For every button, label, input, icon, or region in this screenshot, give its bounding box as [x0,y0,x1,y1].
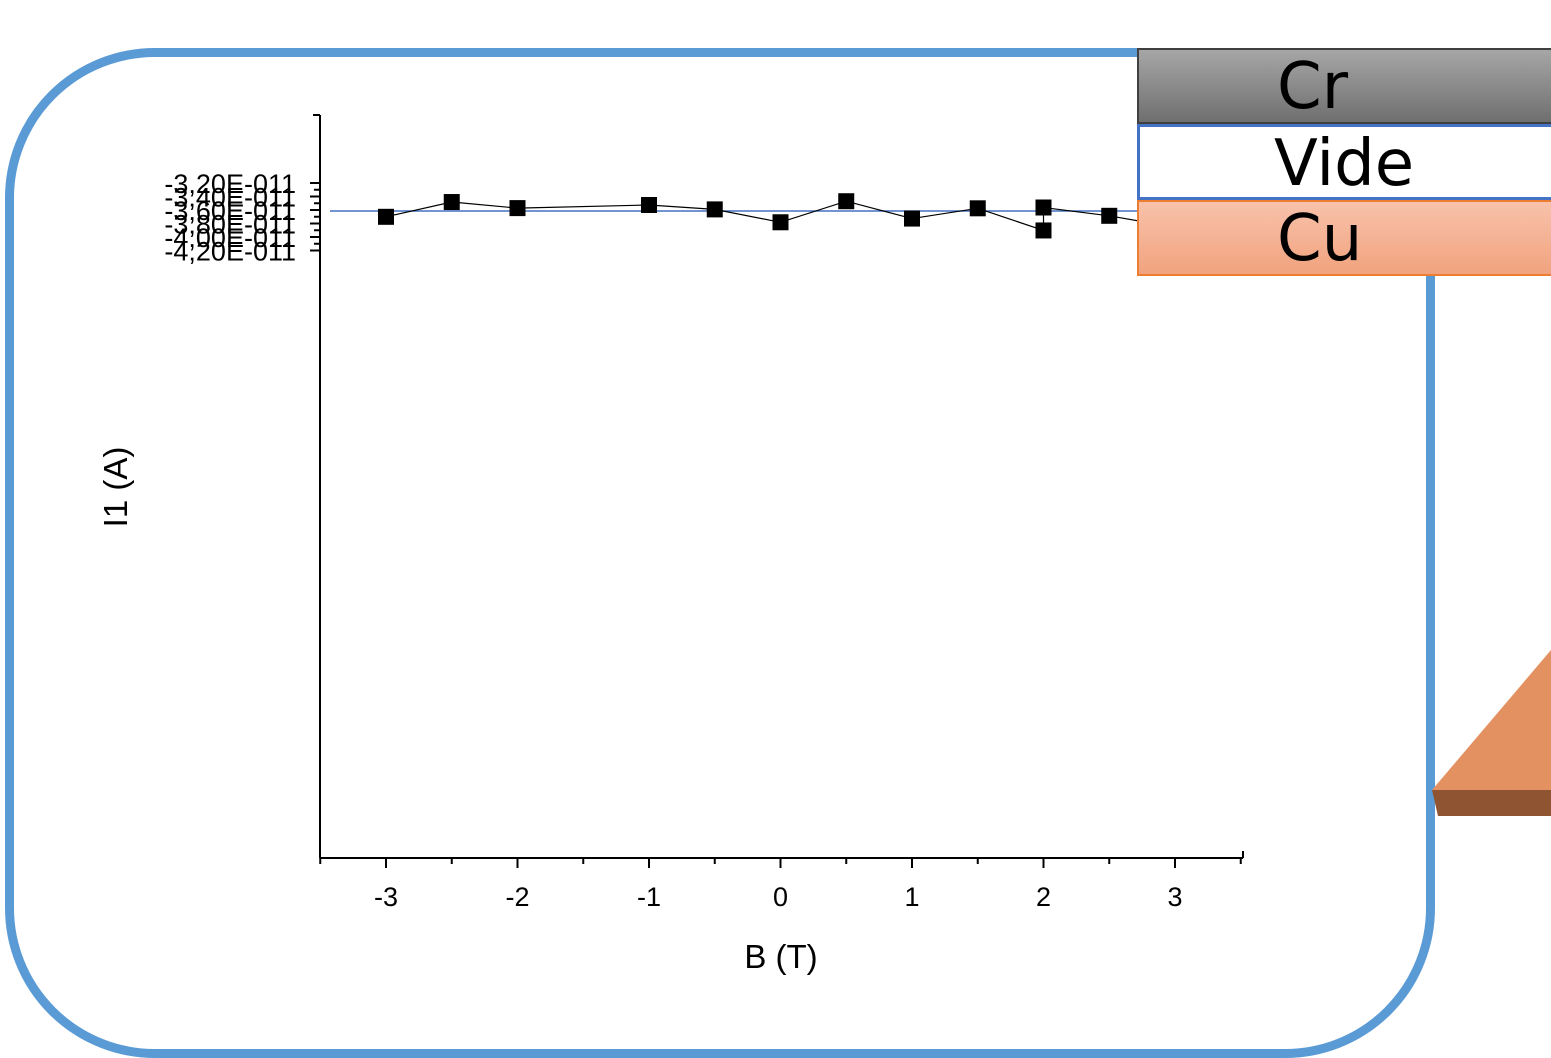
y-axis-title: I1 (A) [97,447,134,528]
y-tick-label: -3,60E-011 [164,196,296,226]
layer-vide: Vide [1137,124,1551,201]
data-point [838,193,855,210]
data-point [641,197,657,214]
data-point [443,194,460,211]
copper-block-illustration [1432,650,1551,816]
data-point [1101,207,1118,224]
data-point [378,208,394,225]
x-tick-label: 3 [1167,882,1182,912]
data-point [1035,222,1052,239]
layer-stack: Cr Vide Cu [1137,48,1551,276]
layer-cr: Cr [1137,48,1551,124]
y-tick-label: -4,20E-011 [164,237,296,267]
chart-axes: -3 -2 -1 0 1 2 3 -3,20E-011-3,40E-011-3,60E-011… [164,114,1244,912]
data-point [904,210,920,227]
data-point [772,214,789,231]
y-tick-label: -3,20E-011 [164,169,296,199]
data-point [509,200,526,217]
x-tick-label: -2 [505,882,529,912]
chart: -3 -2 -1 0 1 2 3 -3,20E-011-3,40E-011-3,60E-011… [97,114,1265,975]
x-tick-label: 1 [904,882,919,912]
x-axis-title: B (T) [744,938,817,975]
copper-block-top [1432,650,1551,790]
x-tick-label: 0 [773,882,788,912]
layer-cu: Cu [1137,200,1551,276]
data-point [969,200,986,217]
y-tick-label: -4,00E-011 [164,223,296,253]
data-point [1035,199,1052,216]
copper-block-side [1432,790,1551,816]
x-tick-label: -3 [374,882,398,912]
y-tick-label: -3,40E-011 [164,183,296,213]
y-tick-label: -3,80E-011 [164,210,296,240]
x-tick-label: 2 [1036,882,1051,912]
x-tick-label: -1 [637,882,661,912]
data-point [706,201,723,218]
